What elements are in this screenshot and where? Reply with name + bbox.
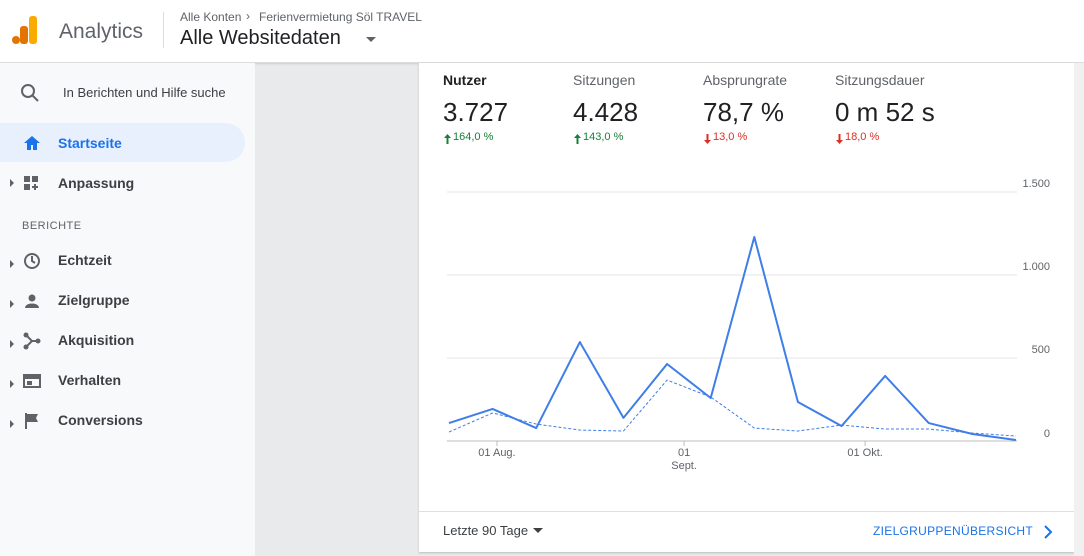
dropdown-arrow	[366, 37, 376, 42]
metric-label[interactable]: Sitzungen	[573, 72, 636, 88]
y-tick-label: 1.500	[1022, 178, 1050, 190]
nav-item[interactable]: Akquisition	[58, 332, 135, 348]
series-line	[448, 379, 1017, 437]
home-icon	[24, 136, 40, 150]
nav-item[interactable]: Echtzeit	[58, 252, 112, 268]
search-box[interactable]: In Berichten und Hilfe suche	[63, 85, 226, 100]
metric-change: 18,0 %	[845, 131, 880, 143]
active-highlight	[0, 123, 245, 162]
metric-value: 0 m 52 s	[835, 97, 935, 127]
chart: 0 500 1.000 1.500 01 Aug. 01 Sept. 01 Okt.	[419, 150, 1074, 480]
metric-label[interactable]: Nutzer	[443, 72, 487, 88]
nav-item[interactable]: Verhalten	[58, 372, 122, 388]
overview-link[interactable]: ZIELGRUPPENÜBERSICHT	[873, 524, 1034, 538]
x-tick-label: 01 Okt.	[847, 447, 883, 459]
nav-icon	[23, 412, 41, 435]
nav-item[interactable]: Anpassung	[58, 175, 135, 191]
nav-item[interactable]: Startseite	[58, 135, 122, 151]
nav-icon	[23, 372, 41, 395]
customize-icon	[24, 176, 38, 190]
scrollbar	[1074, 63, 1084, 556]
expand-arrow	[9, 416, 15, 434]
search-icon	[21, 84, 39, 102]
date-range[interactable]: Letzte 90 Tage	[443, 523, 529, 538]
dropdown-arrow	[533, 528, 543, 533]
nav-item[interactable]: Conversions	[58, 412, 143, 428]
nav-icon	[23, 252, 41, 275]
product-name: Analytics	[59, 20, 144, 43]
trend-arrow	[836, 131, 843, 149]
breadcrumb-account[interactable]: Ferienvermietung Söl TRAVEL	[259, 10, 422, 24]
expand-arrow	[9, 376, 15, 394]
trend-arrow	[574, 131, 581, 149]
metric-change: 164,0 %	[453, 131, 494, 143]
y-tick-label: 1.000	[1022, 261, 1050, 273]
expand-arrow	[9, 336, 15, 354]
chevron	[1044, 525, 1053, 539]
nav-icon	[23, 332, 41, 355]
expand-arrow	[9, 296, 15, 314]
metric-change: 143,0 %	[583, 131, 624, 143]
expand-arrow	[9, 256, 15, 274]
logo	[12, 16, 37, 44]
x-tick-label: 01 Sept.	[671, 447, 697, 472]
view-selector[interactable]: Alle Websitedaten	[180, 27, 341, 49]
breadcrumb-sep: ›	[246, 9, 250, 23]
metric-value: 78,7 %	[703, 97, 784, 127]
nav-item[interactable]: Zielgruppe	[58, 292, 130, 308]
card: Nutzer 3.727 164,0 % Sitzungen 4.428 143,0 % A…	[419, 63, 1074, 552]
nav-icon	[23, 292, 41, 315]
trend-arrow	[704, 131, 711, 149]
expand-arrow	[10, 179, 14, 187]
x-tick-label: 01 Aug.	[478, 447, 516, 459]
sidebar: In Berichten und Hilfe suche Startseite …	[0, 63, 255, 556]
divider	[163, 12, 164, 48]
y-tick-label: 500	[1032, 344, 1050, 356]
section-title: BERICHTE	[22, 220, 82, 232]
trend-arrow	[444, 131, 451, 149]
y-tick-label: 0	[1044, 428, 1050, 440]
footer-divider	[419, 511, 1074, 512]
header: Analytics Alle Konten › Ferienvermietung…	[0, 0, 1084, 63]
metric-label[interactable]: Sitzungsdauer	[835, 72, 925, 88]
series-line	[448, 235, 1017, 441]
breadcrumb-root[interactable]: Alle Konten	[180, 10, 242, 24]
metric-change: 13,0 %	[713, 131, 748, 143]
chart-svg: 0 500 1.000 1.500	[447, 178, 1050, 446]
metric-value: 3.727	[443, 97, 509, 127]
metric-value: 4.428	[573, 97, 639, 127]
metric-label[interactable]: Absprungrate	[703, 72, 788, 88]
